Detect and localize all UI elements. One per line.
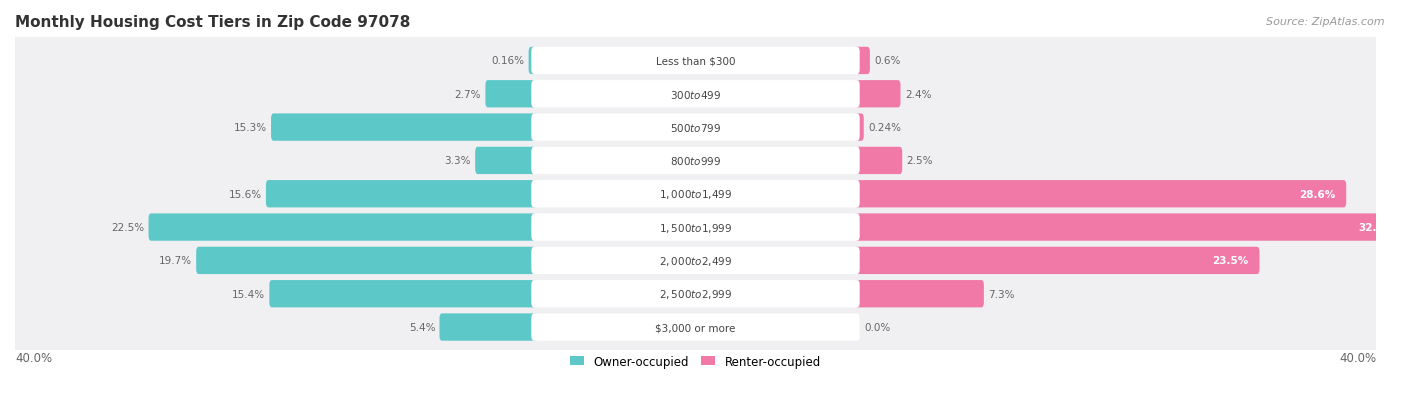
FancyBboxPatch shape (271, 114, 537, 141)
Text: $2,000 to $2,499: $2,000 to $2,499 (659, 254, 733, 267)
Text: 2.7%: 2.7% (454, 90, 481, 100)
FancyBboxPatch shape (11, 235, 1379, 287)
FancyBboxPatch shape (855, 280, 984, 308)
Text: 2.4%: 2.4% (905, 90, 931, 100)
Text: Source: ZipAtlas.com: Source: ZipAtlas.com (1267, 17, 1385, 26)
FancyBboxPatch shape (11, 268, 1379, 320)
FancyBboxPatch shape (11, 301, 1379, 353)
Text: 0.24%: 0.24% (868, 123, 901, 133)
Text: 15.6%: 15.6% (229, 189, 262, 199)
Text: $500 to $799: $500 to $799 (669, 122, 721, 134)
FancyBboxPatch shape (855, 81, 900, 108)
FancyBboxPatch shape (440, 313, 537, 341)
FancyBboxPatch shape (485, 81, 537, 108)
Text: 0.16%: 0.16% (491, 56, 524, 66)
FancyBboxPatch shape (266, 180, 537, 208)
FancyBboxPatch shape (855, 147, 903, 175)
FancyBboxPatch shape (855, 247, 1260, 274)
FancyBboxPatch shape (270, 280, 537, 308)
Text: 19.7%: 19.7% (159, 256, 193, 266)
FancyBboxPatch shape (11, 36, 1379, 87)
FancyBboxPatch shape (531, 247, 859, 274)
Text: 0.0%: 0.0% (863, 322, 890, 332)
Text: $1,500 to $1,999: $1,500 to $1,999 (659, 221, 733, 234)
FancyBboxPatch shape (531, 81, 859, 108)
Text: 40.0%: 40.0% (15, 351, 52, 364)
FancyBboxPatch shape (855, 114, 863, 141)
FancyBboxPatch shape (855, 214, 1406, 241)
Text: 23.5%: 23.5% (1212, 256, 1249, 266)
FancyBboxPatch shape (11, 69, 1379, 121)
Text: 3.3%: 3.3% (444, 156, 471, 166)
FancyBboxPatch shape (531, 147, 859, 175)
Text: $800 to $999: $800 to $999 (669, 155, 721, 167)
Text: Monthly Housing Cost Tiers in Zip Code 97078: Monthly Housing Cost Tiers in Zip Code 9… (15, 15, 411, 30)
FancyBboxPatch shape (529, 47, 537, 75)
Text: Less than $300: Less than $300 (655, 56, 735, 66)
Text: 0.6%: 0.6% (875, 56, 900, 66)
Text: $2,500 to $2,999: $2,500 to $2,999 (659, 287, 733, 301)
FancyBboxPatch shape (531, 313, 859, 341)
FancyBboxPatch shape (531, 280, 859, 308)
FancyBboxPatch shape (149, 214, 537, 241)
Text: 7.3%: 7.3% (988, 289, 1015, 299)
FancyBboxPatch shape (475, 147, 537, 175)
FancyBboxPatch shape (531, 47, 859, 75)
FancyBboxPatch shape (531, 114, 859, 141)
Text: 32.1%: 32.1% (1358, 223, 1395, 233)
Text: $300 to $499: $300 to $499 (669, 88, 721, 100)
FancyBboxPatch shape (11, 102, 1379, 154)
FancyBboxPatch shape (11, 135, 1379, 187)
FancyBboxPatch shape (197, 247, 537, 274)
Legend: Owner-occupied, Renter-occupied: Owner-occupied, Renter-occupied (565, 350, 825, 373)
FancyBboxPatch shape (855, 47, 870, 75)
FancyBboxPatch shape (11, 202, 1379, 254)
Text: 40.0%: 40.0% (1339, 351, 1376, 364)
FancyBboxPatch shape (531, 214, 859, 241)
Text: 28.6%: 28.6% (1299, 189, 1336, 199)
FancyBboxPatch shape (531, 180, 859, 208)
Text: $1,000 to $1,499: $1,000 to $1,499 (659, 188, 733, 201)
Text: 2.5%: 2.5% (907, 156, 934, 166)
Text: 5.4%: 5.4% (409, 322, 436, 332)
FancyBboxPatch shape (855, 180, 1347, 208)
Text: $3,000 or more: $3,000 or more (655, 322, 735, 332)
Text: 22.5%: 22.5% (111, 223, 145, 233)
Text: 15.3%: 15.3% (233, 123, 267, 133)
Text: 15.4%: 15.4% (232, 289, 266, 299)
FancyBboxPatch shape (11, 169, 1379, 220)
